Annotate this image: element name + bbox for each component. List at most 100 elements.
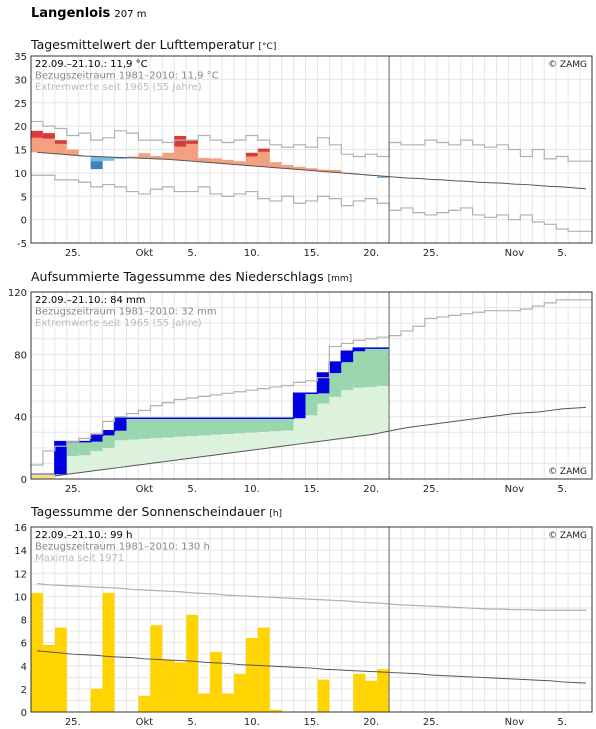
temp-bar-peak — [31, 130, 43, 138]
sun-bar — [198, 693, 211, 712]
temp-bar-peak — [174, 135, 187, 147]
precip-surplus-light — [66, 455, 79, 474]
precip-increment — [353, 348, 366, 352]
precip-xtick-label: 25. — [423, 484, 439, 495]
sun-ytick-label: 6 — [21, 639, 27, 650]
temp-min-extreme-line — [31, 174, 592, 232]
temp-ytick-label: 20 — [14, 122, 27, 133]
precip-surplus — [341, 351, 354, 391]
precip-xtick-label: 15. — [304, 484, 320, 495]
temp-bar — [269, 162, 282, 168]
temp-bar — [66, 149, 79, 156]
temp-panel-title: Tagesmittelwert der Lufttemperatur [°C] — [31, 37, 276, 52]
sun-xtick-label: 15. — [304, 717, 320, 728]
precip-surplus-light — [186, 436, 199, 458]
precip-surplus — [269, 418, 282, 432]
precip-surplus-light — [114, 440, 127, 468]
sun-frame — [30, 526, 593, 713]
temp-ytick-label: 15 — [14, 146, 27, 157]
precip-surplus-light — [377, 385, 390, 433]
precip-ytick-label: 40 — [14, 413, 27, 424]
temp-chart: -5 0 5 10 15 20 25 30 35 25. Okt 5. 10. 15. 20. 25. Nov 5… — [14, 52, 593, 259]
precip-surplus — [305, 393, 318, 416]
temp-ytick-label: 25 — [14, 99, 27, 110]
precip-surplus — [221, 418, 234, 435]
precip-increment — [90, 435, 103, 442]
temp-xtick-label: 15. — [304, 248, 320, 259]
precip-ytick-label: 0 — [21, 475, 27, 486]
sun-xtick-label: 5. — [187, 717, 197, 728]
sun-bar — [377, 669, 390, 712]
precip-title-text: Aufsummierte Tagessumme des Niederschlag… — [31, 269, 324, 284]
sun-ytick-label: 0 — [21, 708, 27, 719]
temp-bar-peak — [42, 133, 55, 139]
temp-bar — [245, 156, 258, 166]
temp-bar-peak — [257, 148, 270, 152]
sun-bar — [186, 614, 199, 712]
precip-increment — [317, 373, 330, 394]
precip-surplus-light — [233, 433, 246, 452]
precip-surplus — [353, 348, 366, 388]
precip-increment — [54, 441, 67, 475]
sun-bar — [102, 592, 115, 712]
precip-surplus — [66, 441, 79, 456]
precip-info-line: 22.09.–21.10.: 84 mm — [35, 295, 146, 306]
precip-surplus-light — [102, 447, 115, 469]
temp-bar-peak — [186, 139, 199, 144]
sun-bar — [365, 680, 378, 712]
precip-surplus-light — [281, 430, 294, 446]
precip-surplus-light — [341, 390, 354, 438]
precip-increment — [341, 351, 354, 363]
station-elevation: 207 m — [114, 9, 147, 20]
sun-title-unit: [h] — [269, 509, 283, 519]
sun-info-line: Maxima seit 1971 — [35, 553, 124, 564]
temp-info-line: Bezugszeitraum 1981–2010: 11,9 °C — [35, 71, 219, 82]
precip-ytick-label: 80 — [14, 350, 27, 361]
sun-xtick-label: 25. — [65, 717, 81, 728]
precip-surplus-light — [353, 387, 366, 437]
sun-bar — [150, 625, 163, 712]
sun-ytick-label: 4 — [21, 662, 27, 673]
precip-xtick-label: 25. — [65, 484, 81, 495]
station-header: Langenlois 207 m — [31, 6, 146, 21]
station-name: Langenlois — [31, 6, 111, 21]
precip-increment — [329, 362, 342, 374]
precip-surplus — [329, 362, 342, 397]
temp-ytick-label: 5 — [21, 192, 27, 203]
temp-bar — [138, 153, 151, 159]
sun-ytick-label: 2 — [21, 685, 27, 696]
temp-copyright: © ZAMG — [548, 60, 587, 70]
temp-bar — [31, 137, 43, 153]
sun-bar — [174, 662, 187, 712]
precip-xtick-label: 5. — [187, 484, 197, 495]
temp-frame — [30, 55, 593, 244]
sun-normal-line — [36, 650, 587, 684]
temp-ytick-label: 30 — [14, 75, 27, 86]
temp-bar — [174, 146, 187, 161]
sun-bar — [162, 659, 175, 712]
precip-surplus — [138, 418, 151, 439]
sun-bar — [233, 673, 246, 712]
temp-title-unit: [°C] — [258, 42, 277, 52]
precip-surplus — [257, 418, 270, 432]
precip-surplus — [186, 418, 199, 437]
temp-bar — [305, 168, 318, 171]
temp-ytick-label: -5 — [17, 239, 27, 250]
temp-bar-peak — [245, 152, 258, 157]
precip-xtick-label: 20. — [363, 484, 379, 495]
precip-normal-line — [36, 406, 587, 479]
sun-bar — [353, 673, 366, 712]
temp-bar — [293, 166, 306, 170]
precip-surplus-light — [257, 431, 270, 449]
precip-frame — [30, 291, 593, 480]
precip-surplus-light — [138, 438, 151, 465]
sun-bar — [269, 709, 282, 712]
precip-surplus — [126, 418, 139, 440]
temp-bar — [377, 176, 390, 179]
precip-surplus-light — [162, 437, 175, 462]
precip-surplus — [365, 348, 378, 388]
sun-bar — [317, 679, 330, 712]
precip-xtick-label: Nov — [505, 484, 525, 495]
temp-bar — [186, 143, 199, 162]
